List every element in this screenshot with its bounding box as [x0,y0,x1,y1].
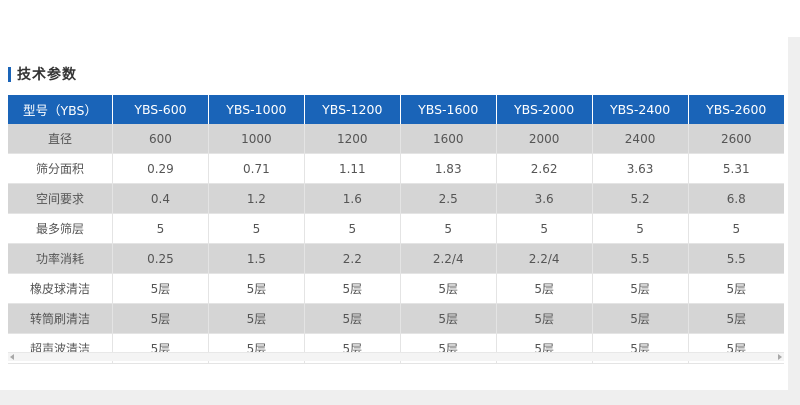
row-label: 筛分面积 [8,153,113,184]
row-label: 功率消耗 [8,243,113,274]
table-cell: 5.2 [592,183,689,214]
table-row: 最多筛层 5 5 5 5 5 5 5 [8,213,784,244]
table-cell: 0.71 [208,153,305,184]
header-cell: YBS-2400 [592,95,689,124]
row-label: 空间要求 [8,183,113,214]
header-cell: YBS-1200 [304,95,401,124]
header-cell: YBS-2000 [496,95,593,124]
table-cell: 2.2 [304,243,401,274]
table-cell: 5层 [496,303,593,334]
table-cell: 5层 [496,273,593,304]
table-cell: 1.6 [304,183,401,214]
heading-accent-bar [8,66,11,82]
table-cell: 5层 [400,303,497,334]
table-cell: 1000 [208,124,305,154]
table-row: 转筒刷清洁 5层 5层 5层 5层 5层 5层 5层 [8,303,784,334]
table-cell: 5 [208,213,305,244]
table-cell: 5层 [304,273,401,304]
horizontal-scrollbar[interactable] [8,352,784,361]
table-row: 橡皮球清洁 5层 5层 5层 5层 5层 5层 5层 [8,273,784,304]
table-cell: 1.2 [208,183,305,214]
section-title: 技术参数 [17,67,77,83]
table-cell: 0.4 [112,183,209,214]
header-cell: YBS-600 [112,95,209,124]
row-label: 转筒刷清洁 [8,303,113,334]
table-cell: 600 [112,124,209,154]
row-label: 直径 [8,124,113,154]
table-header-row: 型号（YBS） YBS-600 YBS-1000 YBS-1200 YBS-16… [8,95,784,124]
header-cell: YBS-2600 [688,95,784,124]
header-cell: YBS-1000 [208,95,305,124]
table-cell: 5层 [592,273,689,304]
table-cell: 2000 [496,124,593,154]
table-cell: 2.62 [496,153,593,184]
table-cell: 5 [112,213,209,244]
table-cell: 5层 [400,273,497,304]
table-cell: 5 [304,213,401,244]
table-cell: 0.25 [112,243,209,274]
table-cell: 5层 [208,273,305,304]
table-cell: 5层 [688,273,784,304]
table-cell: 2600 [688,124,784,154]
table-cell: 0.29 [112,153,209,184]
table-cell: 3.6 [496,183,593,214]
table-cell: 5.31 [688,153,784,184]
table-row: 空间要求 0.4 1.2 1.6 2.5 3.6 5.2 6.8 [8,183,784,214]
table-cell: 5层 [592,303,689,334]
table-cell: 1200 [304,124,401,154]
table-cell: 2400 [592,124,689,154]
table-cell: 5 [688,213,784,244]
table-cell: 5层 [112,303,209,334]
table-cell: 5层 [304,303,401,334]
table-cell: 1.11 [304,153,401,184]
table-cell: 5层 [112,273,209,304]
header-cell: 型号（YBS） [8,95,113,124]
scroll-right-arrow-icon[interactable] [778,354,782,360]
scroll-left-arrow-icon[interactable] [10,354,14,360]
table-cell: 1600 [400,124,497,154]
table-cell: 1.5 [208,243,305,274]
section-heading: 技术参数 [8,63,77,85]
row-label: 橡皮球清洁 [8,273,113,304]
header-cell: YBS-1600 [400,95,497,124]
table-cell: 5 [496,213,593,244]
table-cell: 2.2/4 [496,243,593,274]
table-cell: 2.2/4 [400,243,497,274]
table-cell: 5.5 [592,243,689,274]
table-cell: 5 [592,213,689,244]
table-cell: 5.5 [688,243,784,274]
table-cell: 5层 [688,303,784,334]
row-label: 最多筛层 [8,213,113,244]
table-cell: 5层 [208,303,305,334]
table-cell: 2.5 [400,183,497,214]
table-cell: 5 [400,213,497,244]
table-cell: 6.8 [688,183,784,214]
table-row: 直径 600 1000 1200 1600 2000 2400 2600 [8,124,784,154]
spec-table: 型号（YBS） YBS-600 YBS-1000 YBS-1200 YBS-16… [8,95,784,364]
table-row: 功率消耗 0.25 1.5 2.2 2.2/4 2.2/4 5.5 5.5 [8,243,784,274]
table-cell: 3.63 [592,153,689,184]
table-cell: 1.83 [400,153,497,184]
table-row: 筛分面积 0.29 0.71 1.11 1.83 2.62 3.63 5.31 [8,153,784,184]
